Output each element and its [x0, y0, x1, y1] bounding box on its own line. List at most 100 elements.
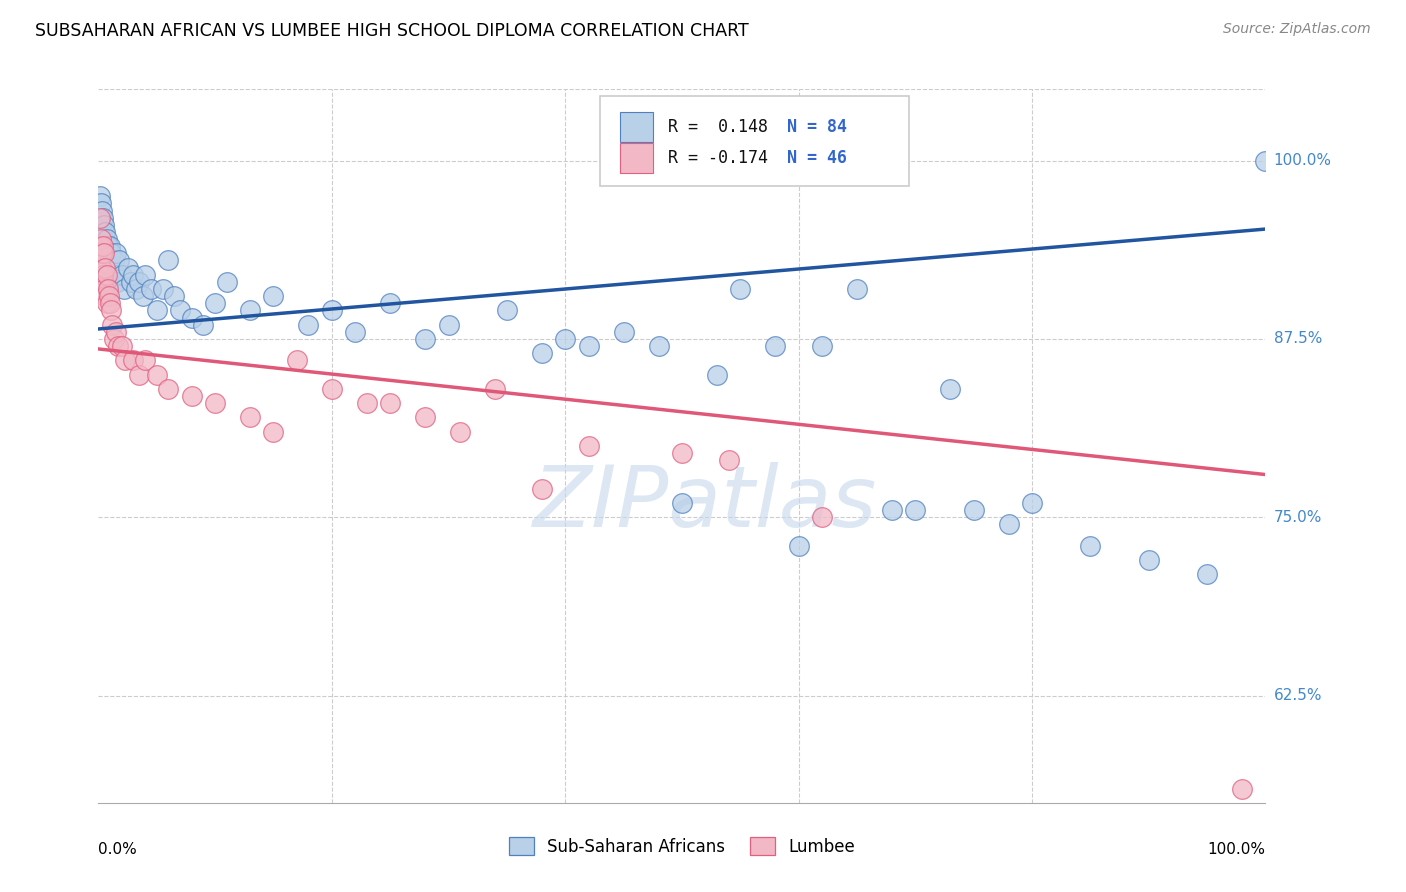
Point [239, 410, 262, 425]
Text: ZIPatlas: ZIPatlas [533, 461, 877, 545]
Point [128, 368, 150, 382]
Point [1080, 539, 1102, 553]
Point [104, 246, 127, 260]
Point [89, 239, 111, 253]
Point [103, 253, 125, 268]
Point [107, 339, 129, 353]
Point [1254, 153, 1277, 168]
Point [97, 246, 120, 260]
Point [104, 268, 127, 282]
Text: 0.0%: 0.0% [98, 842, 138, 857]
Point [98, 239, 121, 253]
Point [122, 353, 145, 368]
Point [90, 253, 112, 268]
Point [880, 503, 903, 517]
Point [90, 275, 112, 289]
Point [89, 211, 111, 225]
Point [449, 425, 471, 439]
Point [169, 303, 191, 318]
Point [1021, 496, 1043, 510]
Point [90, 268, 112, 282]
Point [380, 396, 402, 410]
Point [93, 239, 115, 253]
Point [997, 517, 1019, 532]
Point [89, 211, 111, 225]
Point [89, 232, 111, 246]
Point [163, 289, 186, 303]
Point [297, 318, 319, 332]
Point [846, 282, 869, 296]
Point [90, 225, 112, 239]
Text: 62.5%: 62.5% [1274, 689, 1322, 703]
Point [939, 382, 962, 396]
Point [100, 246, 122, 260]
Point [356, 396, 378, 410]
FancyBboxPatch shape [620, 112, 652, 142]
Point [1230, 781, 1253, 796]
Point [717, 453, 740, 467]
Point [93, 282, 115, 296]
Text: Source: ZipAtlas.com: Source: ZipAtlas.com [1223, 22, 1371, 37]
Point [730, 282, 752, 296]
Point [285, 353, 308, 368]
Point [904, 503, 927, 517]
Point [157, 382, 180, 396]
Point [321, 303, 343, 318]
Point [146, 368, 169, 382]
Point [117, 260, 139, 275]
Point [103, 332, 125, 346]
Point [90, 232, 112, 246]
Point [112, 282, 135, 296]
Point [90, 239, 112, 253]
Point [91, 232, 114, 246]
Point [97, 289, 120, 303]
Point [111, 339, 134, 353]
Point [108, 253, 131, 268]
Point [101, 318, 124, 332]
Point [578, 339, 600, 353]
Point [530, 346, 553, 360]
Point [91, 211, 114, 225]
Point [496, 303, 519, 318]
Point [321, 382, 343, 396]
Point [180, 389, 202, 403]
Point [239, 303, 262, 318]
Point [180, 310, 202, 325]
Point [811, 339, 834, 353]
Point [93, 246, 115, 260]
Point [671, 446, 693, 460]
Point [97, 268, 120, 282]
Point [90, 246, 112, 260]
Text: 100.0%: 100.0% [1208, 842, 1265, 857]
Point [484, 382, 506, 396]
Legend: Sub-Saharan Africans, Lumbee: Sub-Saharan Africans, Lumbee [502, 830, 862, 863]
Point [157, 253, 180, 268]
Point [193, 318, 215, 332]
Point [96, 296, 118, 310]
Point [98, 268, 121, 282]
Point [97, 239, 120, 253]
Point [128, 275, 150, 289]
Point [787, 539, 810, 553]
Point [134, 268, 156, 282]
Point [94, 225, 117, 239]
Point [204, 396, 226, 410]
Point [811, 510, 834, 524]
Text: SUBSAHARAN AFRICAN VS LUMBEE HIGH SCHOOL DIPLOMA CORRELATION CHART: SUBSAHARAN AFRICAN VS LUMBEE HIGH SCHOOL… [35, 22, 749, 40]
Point [96, 232, 118, 246]
Point [613, 325, 636, 339]
Text: 87.5%: 87.5% [1274, 332, 1322, 346]
Point [111, 268, 134, 282]
FancyBboxPatch shape [620, 144, 652, 173]
Point [139, 282, 162, 296]
Text: N = 46: N = 46 [787, 150, 846, 168]
Point [96, 260, 118, 275]
Point [262, 425, 284, 439]
Point [413, 410, 436, 425]
Point [146, 303, 169, 318]
Point [344, 325, 367, 339]
Point [94, 246, 117, 260]
Point [763, 339, 786, 353]
Point [671, 496, 693, 510]
Text: N = 84: N = 84 [787, 118, 846, 136]
